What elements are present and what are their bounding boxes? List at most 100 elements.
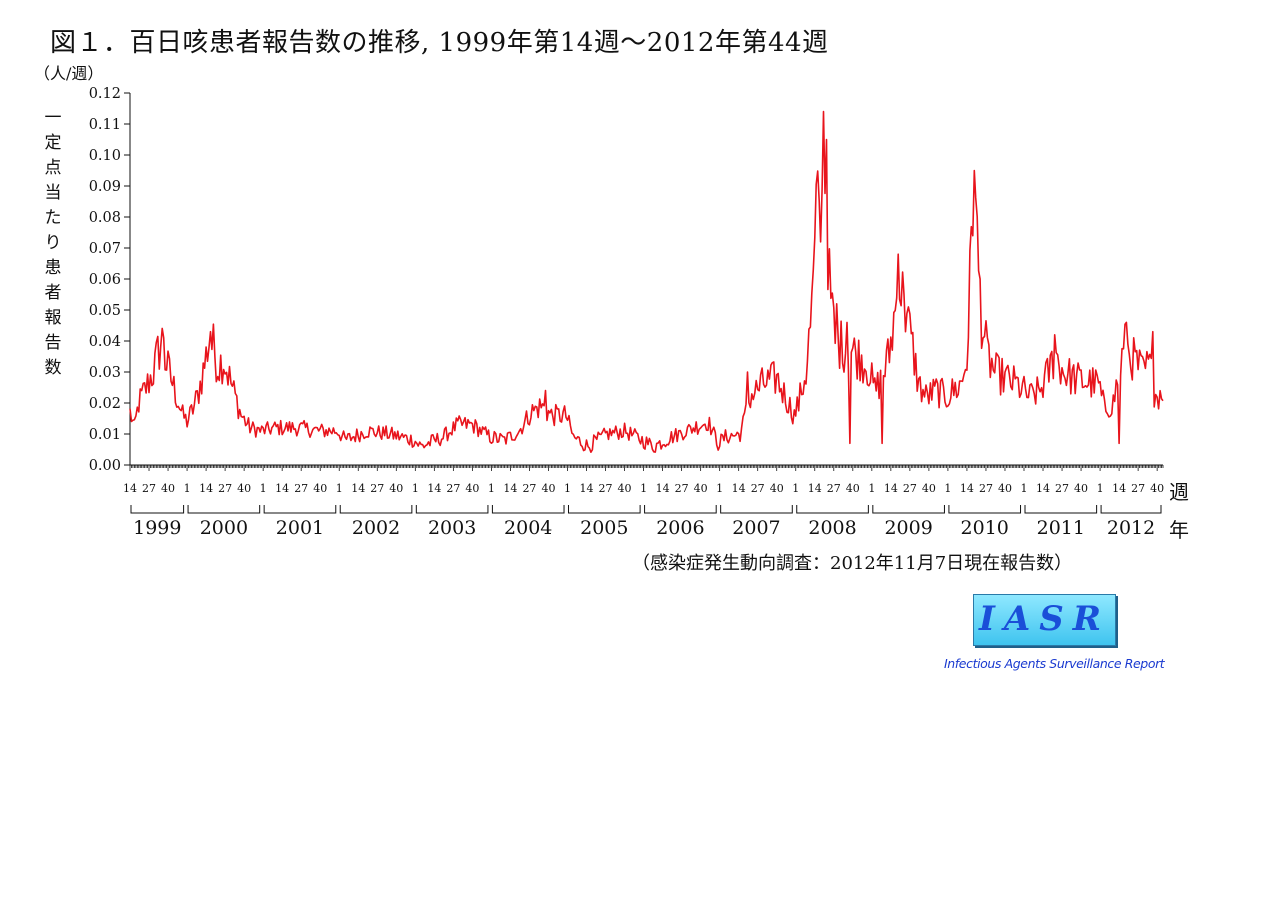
x-year-label: 2003 xyxy=(428,517,476,539)
x-year-label: 2007 xyxy=(732,517,780,539)
year-bracket xyxy=(1024,505,1098,514)
x-year-label: 2008 xyxy=(808,517,856,539)
x-axis-week-label: 週 xyxy=(1169,480,1189,504)
y-tick-label: 0.11 xyxy=(89,117,121,133)
x-week-label: 1 xyxy=(488,482,495,495)
iasr-logo: IASR xyxy=(973,594,1116,646)
year-bracket xyxy=(415,505,489,514)
x-year-label: 2009 xyxy=(884,517,932,539)
year-bracket xyxy=(948,505,1022,514)
x-week-label: 27 xyxy=(599,482,613,495)
x-week-label: 27 xyxy=(218,482,232,495)
x-week-label: 40 xyxy=(846,482,860,495)
x-week-label: 1 xyxy=(260,482,267,495)
year-bracket xyxy=(130,505,185,514)
year-bracket xyxy=(1100,505,1162,514)
y-tick-label: 0.10 xyxy=(89,148,121,164)
x-year-label: 2006 xyxy=(656,517,704,539)
x-week-label: 27 xyxy=(827,482,841,495)
axes xyxy=(129,93,1163,466)
x-year-label: 2005 xyxy=(580,517,628,539)
x-week-label: 27 xyxy=(675,482,689,495)
y-tick-label: 0.02 xyxy=(89,396,121,412)
x-week-label: 14 xyxy=(656,482,670,495)
x-week-label: 27 xyxy=(1131,482,1145,495)
x-week-label: 40 xyxy=(922,482,936,495)
x-week-label: 14 xyxy=(960,482,974,495)
y-tick-label: 0.08 xyxy=(89,210,121,226)
x-year-label: 2000 xyxy=(200,517,248,539)
series-layer xyxy=(129,110,1164,454)
year-bracket xyxy=(491,505,565,514)
x-week-label: 40 xyxy=(161,482,175,495)
x-year-label: 2004 xyxy=(504,517,552,539)
x-week-label: 14 xyxy=(884,482,898,495)
x-week-label: 1 xyxy=(1097,482,1104,495)
x-week-label: 40 xyxy=(541,482,555,495)
x-year-label: 2001 xyxy=(276,517,324,539)
x-week-label: 14 xyxy=(732,482,746,495)
x-week-label: 40 xyxy=(618,482,632,495)
x-year-label: 1999 xyxy=(133,517,181,539)
x-week-label: 14 xyxy=(503,482,517,495)
x-week-label: 40 xyxy=(694,482,708,495)
x-week-label: 1 xyxy=(868,482,875,495)
x-week-label: 14 xyxy=(123,482,137,495)
x-week-label: 14 xyxy=(427,482,441,495)
year-bracket xyxy=(872,505,945,514)
x-week-label: 27 xyxy=(370,482,384,495)
series-line xyxy=(129,110,1164,454)
x-week-label: 1 xyxy=(1020,482,1027,495)
y-tick-label: 0.03 xyxy=(89,365,121,381)
year-bracket xyxy=(339,505,413,514)
x-week-label: 27 xyxy=(751,482,765,495)
x-ticks: 14 27 40 1999 1 14 27 40 2000 1 14 27 40 2001 1 14 27 40 2… xyxy=(123,465,1164,539)
x-week-label: 40 xyxy=(1150,482,1164,495)
y-axis-label: 一定点当たり患者報告数 xyxy=(44,108,62,378)
y-tick-label: 0.06 xyxy=(89,272,121,288)
y-tick-label: 0.00 xyxy=(89,458,121,474)
year-bracket xyxy=(567,505,641,514)
x-axis-year-label: 年 xyxy=(1169,518,1189,542)
y-tick-label: 0.04 xyxy=(89,334,121,350)
x-week-label: 40 xyxy=(313,482,327,495)
x-week-label: 27 xyxy=(446,482,460,495)
x-week-label: 14 xyxy=(199,482,213,495)
logo-text: IASR xyxy=(978,599,1111,639)
year-bracket xyxy=(796,505,869,514)
x-week-label: 40 xyxy=(465,482,479,495)
x-year-label: 2012 xyxy=(1107,517,1155,539)
x-year-label: 2011 xyxy=(1037,517,1085,539)
x-week-label: 1 xyxy=(412,482,419,495)
y-unit-label: （人/週） xyxy=(34,64,104,83)
x-week-label: 27 xyxy=(1055,482,1069,495)
x-week-label: 40 xyxy=(389,482,403,495)
y-tick-label: 0.07 xyxy=(89,241,121,257)
x-week-label: 14 xyxy=(1036,482,1050,495)
x-week-label: 14 xyxy=(580,482,594,495)
x-week-label: 40 xyxy=(237,482,251,495)
y-tick-label: 0.01 xyxy=(89,427,121,443)
y-tick-label: 0.09 xyxy=(89,179,121,195)
x-week-label: 27 xyxy=(903,482,917,495)
x-week-label: 1 xyxy=(640,482,647,495)
y-ticks: 0.00 0.01 0.02 0.03 0.04 0.05 0.06 0.07 0.08 0.09… xyxy=(89,86,130,474)
x-year-label: 2010 xyxy=(961,517,1009,539)
x-week-label: 40 xyxy=(770,482,784,495)
x-week-label: 27 xyxy=(979,482,993,495)
y-tick-label: 0.12 xyxy=(89,86,121,102)
year-bracket xyxy=(187,505,261,514)
x-week-label: 14 xyxy=(808,482,822,495)
x-week-label: 1 xyxy=(716,482,723,495)
x-week-label: 14 xyxy=(351,482,365,495)
x-week-label: 14 xyxy=(1112,482,1126,495)
year-bracket xyxy=(720,505,793,514)
x-week-label: 1 xyxy=(184,482,191,495)
x-week-label: 14 xyxy=(275,482,289,495)
source-note: （感染症発生動向調査：2012年11月7日現在報告数） xyxy=(632,553,1073,574)
x-week-label: 27 xyxy=(142,482,156,495)
x-week-label: 1 xyxy=(336,482,343,495)
x-week-label: 27 xyxy=(294,482,308,495)
x-week-label: 27 xyxy=(522,482,536,495)
